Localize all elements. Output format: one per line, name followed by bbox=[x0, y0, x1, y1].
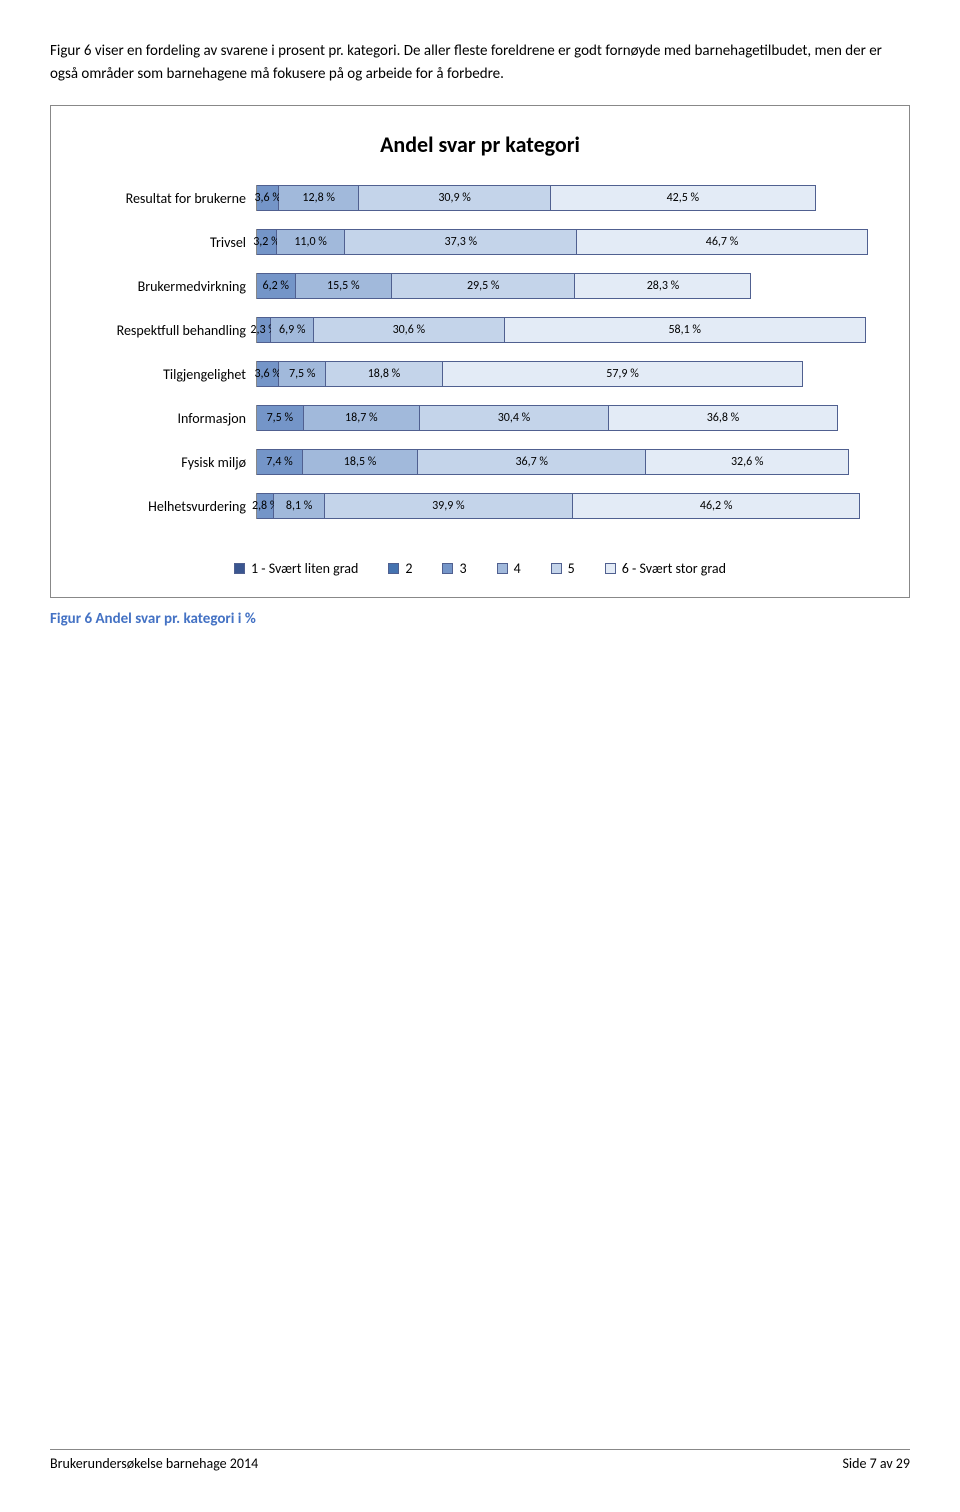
bar-segment: 15,5 % bbox=[296, 273, 392, 299]
bar-segment: 37,3 % bbox=[345, 229, 577, 255]
bar-track: 2,3 %6,9 %30,6 %58,1 % bbox=[256, 317, 879, 343]
legend-swatch bbox=[497, 563, 508, 574]
bar-segment: 30,9 % bbox=[359, 185, 551, 211]
bar-segment: 6,9 % bbox=[271, 317, 314, 343]
legend-item: 4 bbox=[497, 560, 521, 577]
footer-right: Side 7 av 29 bbox=[842, 1455, 910, 1472]
bar-track: 2,8 %8,1 %39,9 %46,2 % bbox=[256, 493, 879, 519]
bar-segment: 3,6 % bbox=[257, 361, 279, 387]
legend-label: 5 bbox=[568, 560, 575, 577]
legend-item: 6 - Svært stor grad bbox=[605, 560, 726, 577]
bar-track: 3,6 %7,5 %18,8 %57,9 % bbox=[256, 361, 879, 387]
bar-segment: 2,8 % bbox=[257, 493, 274, 519]
bar-segment: 42,5 % bbox=[551, 185, 815, 211]
page-footer: Brukerundersøkelse barnehage 2014 Side 7… bbox=[50, 1449, 910, 1472]
intro-paragraph: Figur 6 viser en fordeling av svarene i … bbox=[50, 40, 910, 85]
bar-segment: 30,4 % bbox=[420, 405, 609, 431]
legend-item: 1 - Svært liten grad bbox=[234, 560, 358, 577]
bar-segment: 8,1 % bbox=[274, 493, 324, 519]
bar-label: Resultat for brukerne bbox=[81, 190, 256, 207]
chart-legend: 1 - Svært liten grad 2 3 4 5 6 - Svært stor g… bbox=[81, 560, 879, 577]
bar-segment: 7,5 % bbox=[257, 405, 304, 431]
bar-row: Helhetsvurdering2,8 %8,1 %39,9 %46,2 % bbox=[81, 491, 879, 521]
bar-track: 7,5 %18,7 %30,4 %36,8 % bbox=[256, 405, 879, 431]
legend-swatch bbox=[551, 563, 562, 574]
legend-label: 4 bbox=[514, 560, 521, 577]
chart-container: Andel svar pr kategori Resultat for bruk… bbox=[50, 105, 910, 598]
bar-row: Fysisk miljø7,4 %18,5 %36,7 %32,6 % bbox=[81, 447, 879, 477]
bar-track: 3,6 %12,8 %30,9 %42,5 % bbox=[256, 185, 879, 211]
footer-left: Brukerundersøkelse barnehage 2014 bbox=[50, 1455, 258, 1472]
bar-track: 6,2 %15,5 %29,5 %28,3 % bbox=[256, 273, 879, 299]
bar-segment: 7,4 % bbox=[257, 449, 303, 475]
legend-label: 3 bbox=[459, 560, 466, 577]
legend-swatch bbox=[605, 563, 616, 574]
bar-label: Respektfull behandling bbox=[81, 322, 256, 339]
bar-label: Informasjon bbox=[81, 410, 256, 427]
bar-segment: 46,7 % bbox=[577, 229, 867, 255]
bar-segment: 11,0 % bbox=[277, 229, 345, 255]
bar-row: Resultat for brukerne3,6 %12,8 %30,9 %42… bbox=[81, 183, 879, 213]
bar-row: Informasjon7,5 %18,7 %30,4 %36,8 % bbox=[81, 403, 879, 433]
bar-segment: 3,6 % bbox=[257, 185, 279, 211]
bar-row: Brukermedvirkning6,2 %15,5 %29,5 %28,3 % bbox=[81, 271, 879, 301]
bar-track: 3,2 %11,0 %37,3 %46,7 % bbox=[256, 229, 879, 255]
bar-row: Respektfull behandling2,3 %6,9 %30,6 %58… bbox=[81, 315, 879, 345]
bar-segment: 18,8 % bbox=[326, 361, 443, 387]
bar-segment: 39,9 % bbox=[325, 493, 573, 519]
bar-label: Trivsel bbox=[81, 234, 256, 251]
bar-segment: 57,9 % bbox=[443, 361, 803, 387]
legend-swatch bbox=[234, 563, 245, 574]
chart-title: Andel svar pr kategori bbox=[81, 131, 879, 158]
bar-label: Helhetsvurdering bbox=[81, 498, 256, 515]
bar-segment: 2,3 % bbox=[257, 317, 271, 343]
legend-item: 2 bbox=[388, 560, 412, 577]
bar-segment: 18,5 % bbox=[303, 449, 418, 475]
bar-segment: 36,8 % bbox=[609, 405, 838, 431]
bar-row: Trivsel3,2 %11,0 %37,3 %46,7 % bbox=[81, 227, 879, 257]
chart-body: Resultat for brukerne3,6 %12,8 %30,9 %42… bbox=[81, 183, 879, 535]
legend-label: 1 - Svært liten grad bbox=[251, 560, 358, 577]
bar-track: 7,4 %18,5 %36,7 %32,6 % bbox=[256, 449, 879, 475]
bar-segment: 6,2 % bbox=[257, 273, 296, 299]
bar-label: Brukermedvirkning bbox=[81, 278, 256, 295]
bar-label: Fysisk miljø bbox=[81, 454, 256, 471]
bar-segment: 28,3 % bbox=[575, 273, 751, 299]
legend-swatch bbox=[442, 563, 453, 574]
legend-item: 3 bbox=[442, 560, 466, 577]
bar-segment: 18,7 % bbox=[304, 405, 420, 431]
figure-caption: Figur 6 Andel svar pr. kategori i % bbox=[50, 610, 910, 628]
legend-label: 6 - Svært stor grad bbox=[622, 560, 726, 577]
bar-segment: 58,1 % bbox=[505, 317, 866, 343]
bar-segment: 3,2 % bbox=[257, 229, 277, 255]
legend-item: 5 bbox=[551, 560, 575, 577]
bar-segment: 12,8 % bbox=[279, 185, 359, 211]
bar-row: Tilgjengelighet3,6 %7,5 %18,8 %57,9 % bbox=[81, 359, 879, 389]
bar-segment: 30,6 % bbox=[314, 317, 504, 343]
bar-segment: 46,2 % bbox=[573, 493, 860, 519]
legend-swatch bbox=[388, 563, 399, 574]
legend-label: 2 bbox=[405, 560, 412, 577]
bar-segment: 7,5 % bbox=[279, 361, 326, 387]
bar-segment: 36,7 % bbox=[418, 449, 646, 475]
bar-segment: 29,5 % bbox=[392, 273, 575, 299]
bar-label: Tilgjengelighet bbox=[81, 366, 256, 383]
bar-segment: 32,6 % bbox=[646, 449, 849, 475]
